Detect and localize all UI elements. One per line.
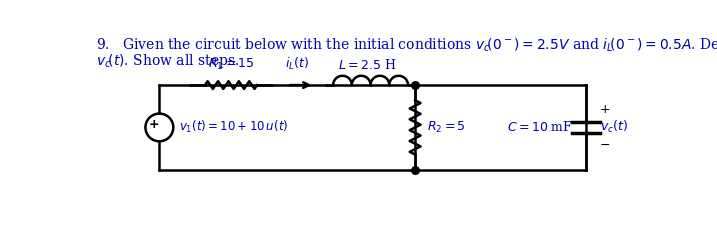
- Text: $C=10$ mF: $C=10$ mF: [507, 121, 572, 134]
- Text: $R_2=5$: $R_2=5$: [427, 120, 465, 135]
- Text: $v_1(t)=10+10\,u(t)$: $v_1(t)=10+10\,u(t)$: [179, 119, 288, 136]
- Text: 9.   Given the circuit below with the initial conditions $v_c\!\left(0^-\right)=: 9. Given the circuit below with the init…: [96, 37, 717, 54]
- Text: $R_1=15$: $R_1=15$: [208, 57, 255, 72]
- Text: −: −: [599, 139, 610, 152]
- Text: +: +: [599, 103, 610, 116]
- Text: $v_c(t)$: $v_c(t)$: [599, 119, 627, 136]
- Text: +: +: [148, 118, 159, 131]
- Text: $i_L(t)$: $i_L(t)$: [285, 56, 310, 72]
- Text: $v_c\!\left(t\right)$. Show all steps.: $v_c\!\left(t\right)$. Show all steps.: [96, 52, 239, 70]
- Text: $L=2.5$ H: $L=2.5$ H: [338, 58, 397, 72]
